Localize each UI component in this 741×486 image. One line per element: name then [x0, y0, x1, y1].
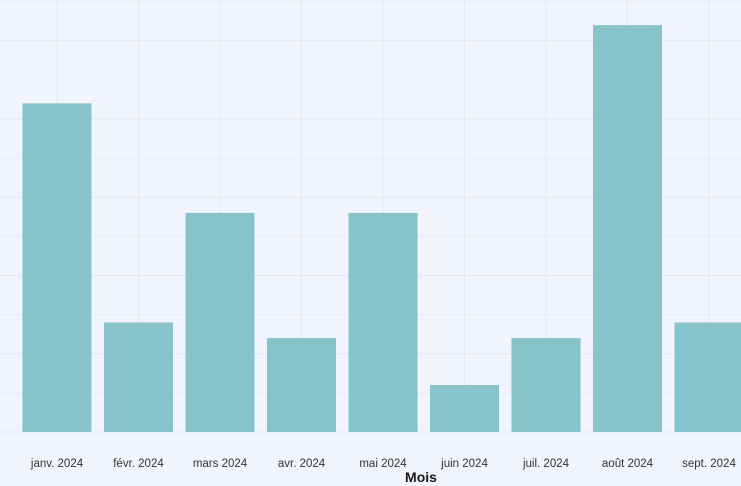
- x-tick-label: mai 2024: [359, 458, 407, 470]
- bar-6: [430, 385, 499, 432]
- bar-7: [511, 338, 581, 432]
- bar-2: [104, 322, 173, 432]
- bars: [22, 25, 741, 432]
- bar-4: [267, 338, 336, 432]
- x-tick-label: mars 2024: [193, 458, 248, 470]
- bar-8: [593, 25, 662, 432]
- bar-9: [674, 322, 741, 432]
- bar-5: [348, 212, 418, 432]
- x-tick-label: janv. 2024: [30, 458, 84, 470]
- bar-1: [22, 103, 92, 432]
- x-axis-title: Mois: [405, 469, 437, 485]
- x-tick-label: juil. 2024: [522, 458, 570, 470]
- x-tick-label: avr. 2024: [278, 458, 326, 470]
- bar-3: [185, 212, 255, 432]
- x-tick-label: juin 2024: [440, 458, 488, 470]
- x-tick-labels: janv. 2024 févr. 2024 mars 2024 avr. 2024 ma…: [30, 458, 737, 470]
- x-tick-label: sept. 2024: [682, 458, 736, 470]
- x-tick-label: févr. 2024: [113, 458, 164, 470]
- x-tick-label: août 2024: [602, 458, 654, 470]
